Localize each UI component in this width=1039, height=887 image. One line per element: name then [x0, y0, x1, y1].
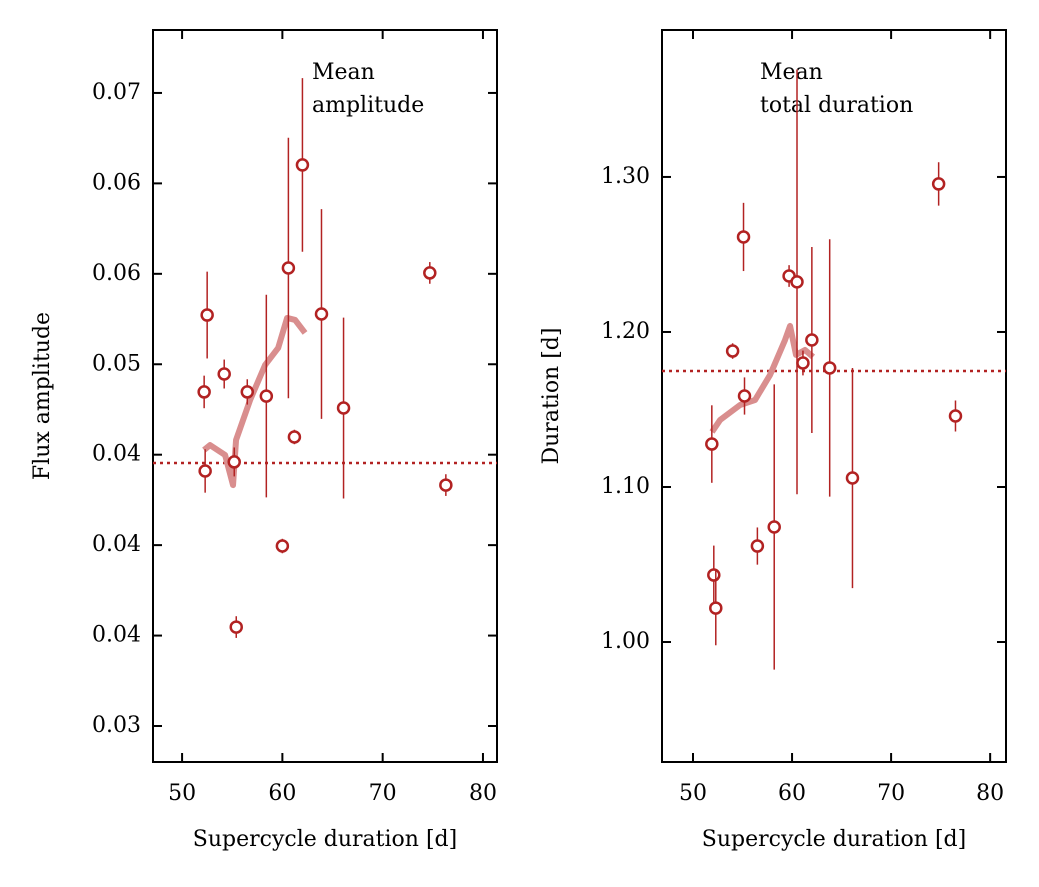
annotation: Mean — [312, 60, 375, 85]
data-point — [736, 230, 751, 244]
data-point — [423, 266, 437, 280]
x-axis-label: Supercycle duration [d] — [193, 827, 457, 852]
data-point — [336, 401, 351, 415]
y-tick-label: 1.00 — [601, 629, 650, 654]
running-mean — [709, 322, 816, 434]
data-point — [227, 455, 241, 469]
y-tick-label: 1.10 — [601, 474, 650, 499]
data-point — [197, 385, 211, 399]
data-point — [805, 333, 819, 347]
data-point — [725, 344, 740, 358]
plot-area — [153, 78, 497, 638]
data-point — [287, 430, 302, 444]
y-tick-label: 0.03 — [92, 713, 141, 738]
data-point — [705, 437, 719, 451]
data-point — [931, 177, 946, 191]
data-point — [707, 568, 721, 582]
data-point — [275, 539, 290, 553]
data-point — [796, 356, 810, 370]
data-point — [295, 158, 310, 172]
x-tick-label: 60 — [268, 781, 296, 806]
y-tick-label: 1.20 — [601, 319, 650, 344]
x-axis-label: Supercycle duration [d] — [702, 827, 966, 852]
x-tick-label: 50 — [679, 781, 707, 806]
y-axis-label: Flux amplitude — [30, 312, 55, 480]
data-point — [314, 307, 329, 321]
x-tick-label: 80 — [469, 781, 497, 806]
y-tick-label: 0.07 — [92, 80, 141, 105]
x-tick-label: 70 — [877, 781, 905, 806]
annotation: Mean — [760, 60, 823, 85]
panel: 50 60 70 80 0.03 0.04 0.04 0.04 0.05 0.06 0.06 0.07… — [30, 29, 498, 852]
y-tick-label: 1.30 — [601, 164, 650, 189]
running-mean — [202, 314, 308, 489]
y-tick-label: 0.06 — [92, 170, 141, 195]
data-point — [767, 520, 781, 534]
y-tick-label: 0.04 — [92, 532, 141, 557]
data-point — [845, 471, 860, 485]
data-point — [198, 464, 212, 478]
x-tick-label: 80 — [976, 781, 1004, 806]
panel: 50 60 70 80 1.00 1.10 1.20 1.30 Supercycle durat… — [539, 29, 1007, 852]
y-tick-label: 0.05 — [92, 351, 141, 376]
data-point — [750, 539, 765, 553]
x-tick-label: 70 — [369, 781, 397, 806]
data-point — [200, 308, 214, 322]
data-point — [217, 367, 231, 381]
y-tick-label: 0.04 — [92, 623, 141, 648]
plot-frame — [661, 29, 1007, 763]
data-point — [709, 601, 723, 615]
data-point — [439, 478, 453, 492]
y-tick-label: 0.04 — [92, 442, 141, 467]
x-tick-label: 60 — [778, 781, 806, 806]
data-point — [229, 620, 243, 634]
data-point — [948, 409, 963, 423]
data-point — [822, 361, 837, 375]
data-point — [790, 275, 804, 289]
data-point — [259, 389, 274, 403]
plot-frame — [152, 29, 498, 763]
plot-area — [662, 69, 1006, 670]
data-point — [281, 261, 296, 275]
annotation: amplitude — [312, 93, 424, 118]
data-point — [240, 385, 255, 399]
data-point — [737, 389, 752, 403]
annotation: total duration — [760, 93, 913, 118]
x-tick-label: 50 — [168, 781, 196, 806]
y-axis-label: Duration [d] — [539, 328, 564, 465]
y-tick-label: 0.06 — [92, 261, 141, 286]
